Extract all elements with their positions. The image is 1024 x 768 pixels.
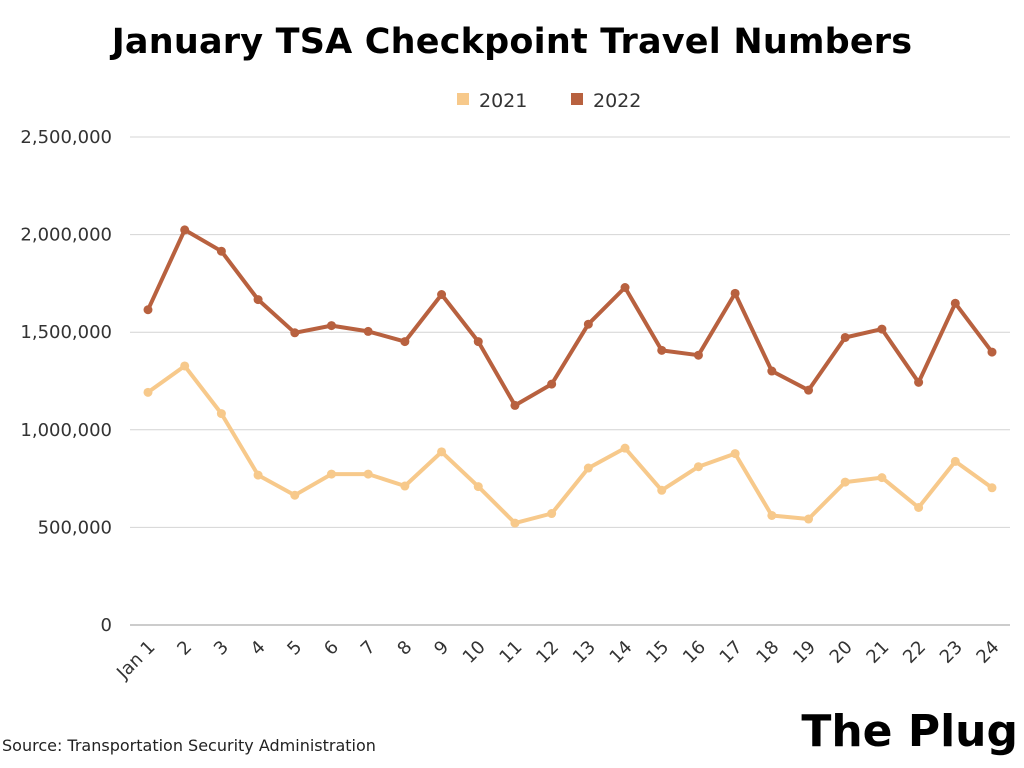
data-point [914,502,924,512]
x-axis: Jan 1 2 3 4 5 6 7 8 9 10 11 12 13 14 15 16 17 18 19 20 21 22 2… [112,637,1003,684]
data-point [180,225,190,235]
data-point [620,443,630,453]
data-point [253,470,263,480]
data-point [657,485,667,495]
data-point [840,477,850,487]
x-tick-label: 2 [173,637,196,660]
data-point [437,447,447,457]
gridlines [130,136,1010,626]
x-tick-label: 19 [789,637,820,668]
data-point [363,469,373,479]
x-tick-label: 18 [752,637,783,668]
data-point [216,246,226,256]
x-tick-label: 23 [936,637,967,668]
x-tick-label: 5 [283,637,306,660]
x-tick-label: 16 [679,637,710,668]
data-point [400,337,410,347]
data-point [326,469,336,479]
x-tick-label: Jan 1 [112,637,159,684]
x-tick-label: 9 [430,637,453,660]
y-tick-label: 0 [101,615,112,636]
x-tick-label: 6 [320,637,343,660]
data-point [693,462,703,472]
data-point [547,379,557,389]
data-point [804,385,814,395]
legend-swatch [571,93,583,105]
x-tick-label: 4 [247,637,270,660]
data-point [987,483,997,493]
data-point [180,361,190,371]
data-point [840,332,850,342]
data-point [693,350,703,360]
data-point [290,328,300,338]
data-point [950,298,960,308]
brand-logo: The Plug [801,706,1018,757]
series-2021 [143,361,997,528]
x-tick-label: 13 [569,637,600,668]
legend-swatch [457,93,469,105]
data-point [950,456,960,466]
data-point [987,347,997,357]
data-point [583,319,593,329]
x-tick-label: 24 [972,637,1003,668]
data-point [730,288,740,298]
legend-label: 2022 [593,90,641,112]
x-tick-label: 10 [459,637,490,668]
x-tick-label: 15 [642,637,673,668]
data-point [363,326,373,336]
data-point [877,473,887,483]
x-tick-label: 17 [716,637,747,668]
data-point [547,509,557,519]
x-tick-label: 20 [826,637,857,668]
series-line [146,364,994,526]
x-tick-label: 11 [495,637,526,668]
data-point [143,387,153,397]
x-tick-label: 3 [210,637,233,660]
legend: 2021 2022 [457,90,641,112]
data-point [657,345,667,355]
y-tick-label: 2,500,000 [20,127,112,148]
y-tick-label: 2,000,000 [20,225,112,246]
data-point [437,290,447,300]
source-note: Source: Transportation Security Administ… [2,736,376,755]
data-point [804,514,814,524]
data-point [510,518,520,528]
data-point [473,337,483,347]
data-point [583,463,593,473]
data-point [510,400,520,410]
data-point [767,366,777,376]
data-point [290,490,300,500]
y-tick-label: 500,000 [38,517,112,538]
y-axis: 0 500,000 1,000,000 1,500,000 2,000,000 2,500… [20,127,112,636]
data-point [877,324,887,334]
x-tick-label: 21 [862,637,893,668]
chart-title: January TSA Checkpoint Travel Numbers [111,22,913,62]
x-tick-label: 8 [393,637,416,660]
y-tick-label: 1,500,000 [20,322,112,343]
x-tick-label: 12 [532,637,563,668]
data-point [253,295,263,305]
x-tick-label: 22 [899,637,930,668]
data-point [620,282,630,292]
data-point [914,377,924,387]
data-point [400,481,410,491]
y-tick-label: 1,000,000 [20,420,112,441]
legend-label: 2021 [479,90,527,112]
data-point [143,305,153,315]
series-line [146,227,994,408]
data-point [767,510,777,520]
series-group [143,225,997,528]
data-point [326,321,336,331]
x-tick-label: 14 [606,637,637,668]
data-point [730,449,740,459]
x-tick-label: 7 [357,637,380,660]
data-point [473,482,483,492]
data-point [216,409,226,419]
series-2022 [143,225,997,410]
